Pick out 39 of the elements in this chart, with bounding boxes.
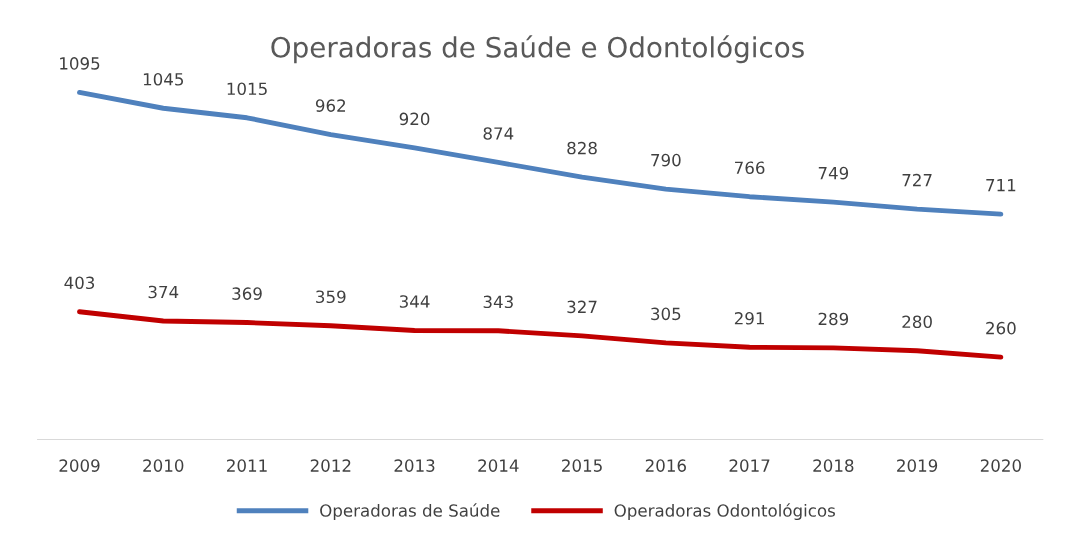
data-label: 280: [902, 315, 932, 329]
data-label: 374: [148, 285, 179, 299]
legend-label: Operadoras Odontológicos: [614, 503, 835, 521]
data-label: 327: [567, 300, 597, 314]
data-label: 344: [399, 295, 430, 308]
x-tick-label: 2015: [562, 459, 602, 472]
x-tick-label: 2011: [227, 459, 267, 472]
legend-label: Operadoras de Saúde: [320, 503, 500, 521]
chart-title: Operadoras de Saúde e Odontológicos: [271, 35, 804, 64]
x-tick-label: 2014: [478, 459, 519, 472]
data-label: 1095: [60, 57, 100, 70]
x-tick-label: 2010: [143, 459, 184, 472]
x-tick-label: 2018: [813, 459, 854, 472]
data-label: 874: [483, 127, 514, 140]
data-label: 359: [316, 290, 346, 304]
data-label: 727: [902, 173, 932, 187]
data-label: 305: [651, 307, 681, 321]
data-label: 962: [315, 99, 346, 112]
data-label: 289: [818, 312, 849, 326]
x-tick-label: 2016: [645, 459, 686, 472]
x-tick-label: 2012: [310, 459, 351, 472]
data-label: 920: [399, 112, 430, 126]
x-tick-label: 2013: [394, 459, 435, 472]
data-label: 1045: [143, 72, 184, 86]
x-tick-label: 2019: [897, 459, 938, 472]
data-label: 766: [735, 161, 765, 175]
data-label: 711: [986, 179, 1016, 192]
x-tick-label: 2020: [980, 459, 1021, 472]
data-label: 260: [986, 321, 1016, 335]
data-label: 790: [651, 153, 681, 167]
data-label: 403: [64, 276, 95, 290]
data-label: 369: [232, 287, 262, 300]
x-tick-label: 2009: [59, 459, 100, 472]
x-tick-label: 2017: [729, 459, 770, 472]
data-label: 749: [818, 166, 849, 180]
data-label: 291: [734, 312, 764, 325]
data-label: 828: [567, 141, 597, 155]
data-label: 343: [483, 295, 513, 309]
data-label: 1015: [227, 82, 267, 96]
